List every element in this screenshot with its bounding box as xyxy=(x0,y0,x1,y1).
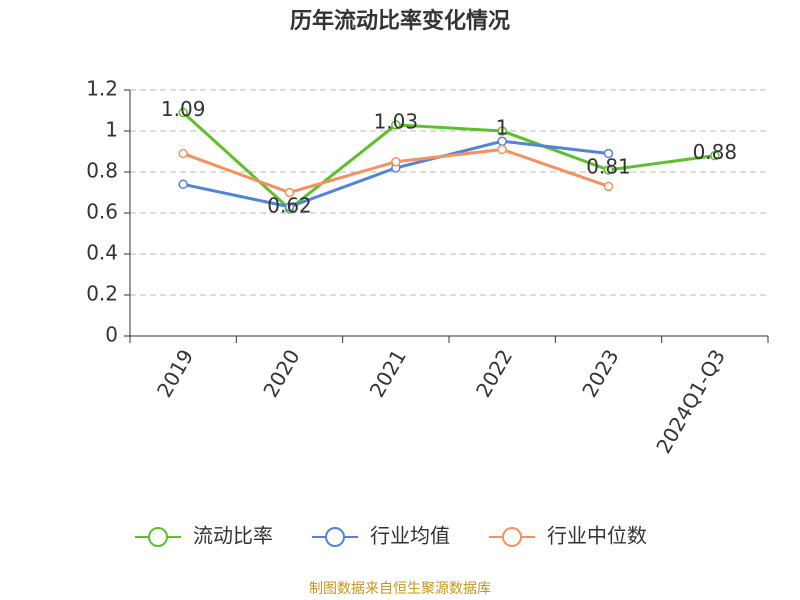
point xyxy=(603,181,614,192)
x-tick-label: 2019 xyxy=(152,345,198,401)
y-tick-label: 1.2 xyxy=(86,77,118,101)
legend-marker xyxy=(502,527,522,547)
point xyxy=(497,144,507,155)
point xyxy=(391,157,401,167)
data-label: 0.81 xyxy=(586,154,631,178)
point xyxy=(603,165,614,175)
point xyxy=(284,202,295,212)
x-tick-label: 2020 xyxy=(258,345,304,401)
data-label: 1 xyxy=(496,116,509,140)
chart-title: 历年流动比率变化情况 xyxy=(290,8,510,34)
point xyxy=(391,120,401,130)
legend-marker xyxy=(325,527,345,547)
y-tick-label: 1 xyxy=(105,118,118,142)
data-label: 0.62 xyxy=(267,193,312,217)
legend-label: 流动比率 xyxy=(193,524,273,548)
data-label: 1.03 xyxy=(374,109,419,133)
y-tick-label: 0.4 xyxy=(86,241,118,265)
source-note: 制图数据来自恒生聚源数据库 xyxy=(309,581,491,597)
point xyxy=(497,126,507,136)
series-line xyxy=(182,139,609,209)
point xyxy=(710,150,720,161)
legend-label: 行业均值 xyxy=(370,524,450,548)
y-tick-label: 0 xyxy=(105,323,118,347)
point xyxy=(178,107,188,118)
data-label: 1.09 xyxy=(161,97,206,121)
point xyxy=(178,179,188,190)
y-tick-label: 0.8 xyxy=(86,159,118,183)
x-tick-label: 2024Q1-Q3 xyxy=(651,345,730,457)
point xyxy=(178,148,188,159)
series-line xyxy=(182,111,716,211)
x-tick-label: 2021 xyxy=(365,345,411,401)
legend-label: 行业中位数 xyxy=(547,524,647,548)
x-tick-label: 2023 xyxy=(577,345,623,401)
data-label: 0.88 xyxy=(693,140,738,164)
point xyxy=(284,187,295,198)
x-tick-label: 2022 xyxy=(471,345,517,401)
legend-marker xyxy=(148,527,168,547)
y-tick-label: 0.6 xyxy=(86,200,118,224)
point xyxy=(603,148,614,159)
y-tick-label: 0.2 xyxy=(86,282,118,306)
